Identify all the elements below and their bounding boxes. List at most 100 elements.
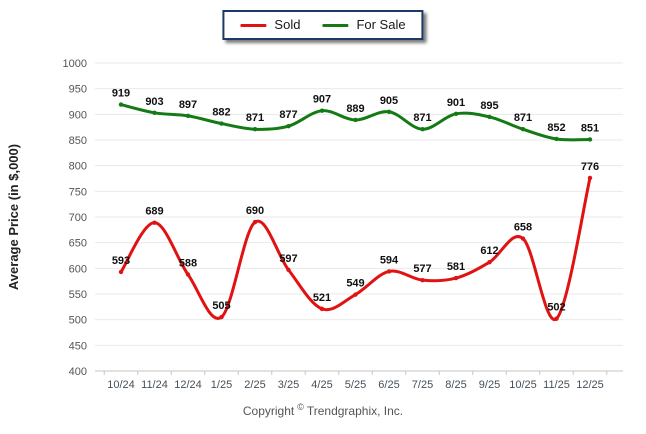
x-tick-label: 12/24: [174, 379, 202, 391]
x-tick-label: 6/25: [378, 379, 399, 391]
for-sale-data-point: [420, 127, 425, 132]
for-sale-value-label: 871: [246, 112, 264, 124]
sold-value-label: 581: [447, 261, 465, 273]
for-sale-value-label: 907: [313, 94, 331, 106]
for-sale-value-label: 871: [514, 112, 532, 124]
sold-value-label: 502: [547, 302, 565, 314]
for-sale-data-point: [152, 110, 157, 115]
legend-item-sold: Sold: [240, 17, 300, 33]
y-tick-label: 950: [69, 84, 87, 96]
chart-legend: Sold For Sale: [222, 10, 424, 40]
for-sale-value-label: 901: [447, 97, 465, 109]
for-sale-value-label: 897: [179, 99, 197, 111]
legend-label-for-sale: For Sale: [356, 17, 406, 32]
sold-value-label: 690: [246, 205, 264, 217]
x-tick-label: 12/25: [576, 379, 604, 391]
y-tick-label: 750: [69, 186, 87, 198]
for-sale-data-point: [219, 121, 224, 126]
for-sale-value-label: 882: [212, 107, 230, 119]
sold-data-point: [353, 292, 358, 297]
copyright-company: Trendgraphix, Inc.: [306, 404, 404, 418]
for-sale-value-label: 919: [112, 88, 130, 100]
for-sale-data-point: [319, 108, 325, 113]
sold-value-label: 521: [313, 292, 331, 304]
y-tick-label: 650: [69, 238, 87, 250]
x-tick-label: 10/25: [509, 379, 537, 391]
x-tick-label: 2/25: [244, 379, 265, 391]
sold-data-point: [219, 314, 224, 320]
sold-data-point: [554, 316, 559, 321]
for-sale-value-label: 895: [480, 100, 498, 112]
y-tick-label: 450: [69, 340, 87, 352]
y-axis-title: Average Price (in $,000): [6, 144, 21, 290]
y-tick-label: 900: [69, 109, 87, 121]
sold-value-label: 689: [145, 206, 163, 218]
y-tick-label: 1000: [63, 58, 87, 70]
sold-data-point: [487, 259, 492, 265]
for-sale-data-point: [520, 127, 526, 132]
copyright-symbol: ©: [297, 402, 304, 412]
x-tick-label: 11/25: [543, 379, 570, 391]
y-tick-label: 550: [69, 289, 87, 301]
y-tick-label: 800: [69, 161, 87, 173]
for-sale-data-point: [554, 136, 559, 142]
sold-data-point: [286, 267, 291, 273]
y-tick-label: 400: [69, 366, 87, 378]
sold-value-label: 505: [212, 300, 230, 312]
sold-value-label: 597: [279, 253, 297, 265]
x-tick-label: 7/25: [412, 379, 433, 391]
sold-data-point: [587, 175, 593, 181]
x-tick-label: 5/25: [345, 379, 366, 391]
copyright-prefix: Copyright: [242, 404, 295, 418]
for-sale-value-label: 852: [547, 122, 565, 134]
for-sale-data-point: [587, 137, 593, 142]
for-sale-data-point: [386, 109, 392, 114]
legend-item-for-sale: For Sale: [322, 17, 406, 33]
for-sale-data-point: [252, 127, 258, 132]
sold-data-point: [453, 275, 459, 281]
sold-data-point: [386, 269, 392, 274]
sold-value-label: 593: [112, 255, 130, 267]
sold-data-point: [118, 269, 124, 275]
copyright-notice: Copyright © Trendgraphix, Inc.: [0, 402, 646, 418]
x-tick-label: 3/25: [278, 379, 299, 391]
sold-value-label: 577: [413, 263, 431, 275]
sold-data-point: [520, 236, 526, 241]
x-tick-label: 4/25: [311, 379, 332, 391]
for-sale-value-label: 871: [413, 112, 431, 124]
x-tick-label: 10/24: [107, 379, 135, 391]
y-tick-label: 700: [69, 212, 87, 224]
sold-data-point: [319, 306, 325, 312]
sold-line-swatch: [240, 23, 267, 27]
for-sale-data-point: [487, 114, 492, 120]
for-sale-data-point: [286, 123, 291, 129]
for-sale-value-label: 905: [380, 95, 398, 107]
sold-data-point: [185, 272, 191, 277]
x-tick-label: 1/25: [211, 379, 232, 391]
sold-value-label: 594: [380, 254, 399, 266]
y-tick-label: 500: [69, 315, 87, 327]
y-tick-label: 850: [69, 135, 87, 147]
y-tick-label: 600: [69, 263, 87, 275]
x-tick-label: 11/24: [141, 379, 168, 391]
sold-data-point: [152, 220, 157, 225]
for-sale-value-label: 903: [145, 96, 163, 108]
sold-value-label: 776: [581, 161, 599, 173]
sold-value-label: 588: [179, 257, 197, 269]
for-sale-data-point: [185, 113, 191, 119]
for-sale-value-label: 889: [346, 103, 364, 115]
sold-line: [119, 176, 592, 321]
sold-value-label: 658: [514, 222, 532, 234]
x-tick-label: 8/25: [445, 379, 466, 391]
for-sale-line-swatch: [322, 23, 349, 27]
sold-data-point: [252, 219, 258, 225]
for-sale-value-label: 851: [581, 122, 599, 134]
for-sale-data-point: [453, 111, 459, 117]
legend-label-sold: Sold: [274, 17, 301, 32]
sold-value-label: 612: [480, 245, 498, 257]
x-tick-label: 9/25: [479, 379, 500, 391]
for-sale-data-point: [353, 117, 358, 123]
sold-value-label: 549: [346, 278, 364, 290]
